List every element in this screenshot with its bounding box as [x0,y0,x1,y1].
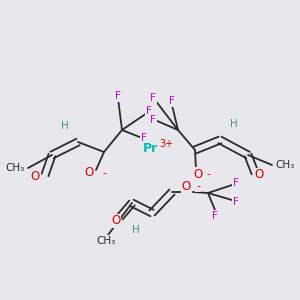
Text: F: F [212,211,218,221]
Text: O: O [85,167,94,179]
Text: F: F [115,91,121,101]
Text: -: - [102,168,106,178]
Text: F: F [141,133,147,143]
Text: O: O [194,167,202,181]
Text: CH₃: CH₃ [6,163,25,173]
Text: F: F [233,197,239,207]
Text: O: O [31,170,40,184]
Text: 3+: 3+ [159,139,173,149]
Text: CH₃: CH₃ [275,160,294,170]
Text: F: F [150,93,156,103]
Text: F: F [146,106,152,116]
Text: O: O [254,169,264,182]
Text: H: H [61,121,69,131]
Text: -: - [206,169,210,179]
Text: Pr: Pr [142,142,158,154]
Text: F: F [233,178,239,188]
Text: O: O [111,214,121,227]
Text: H: H [132,225,140,235]
Text: F: F [169,96,175,106]
Text: H: H [230,119,238,129]
Text: F: F [150,115,156,125]
Text: -: - [196,181,200,191]
Text: CH₃: CH₃ [96,236,116,246]
Text: O: O [182,179,190,193]
